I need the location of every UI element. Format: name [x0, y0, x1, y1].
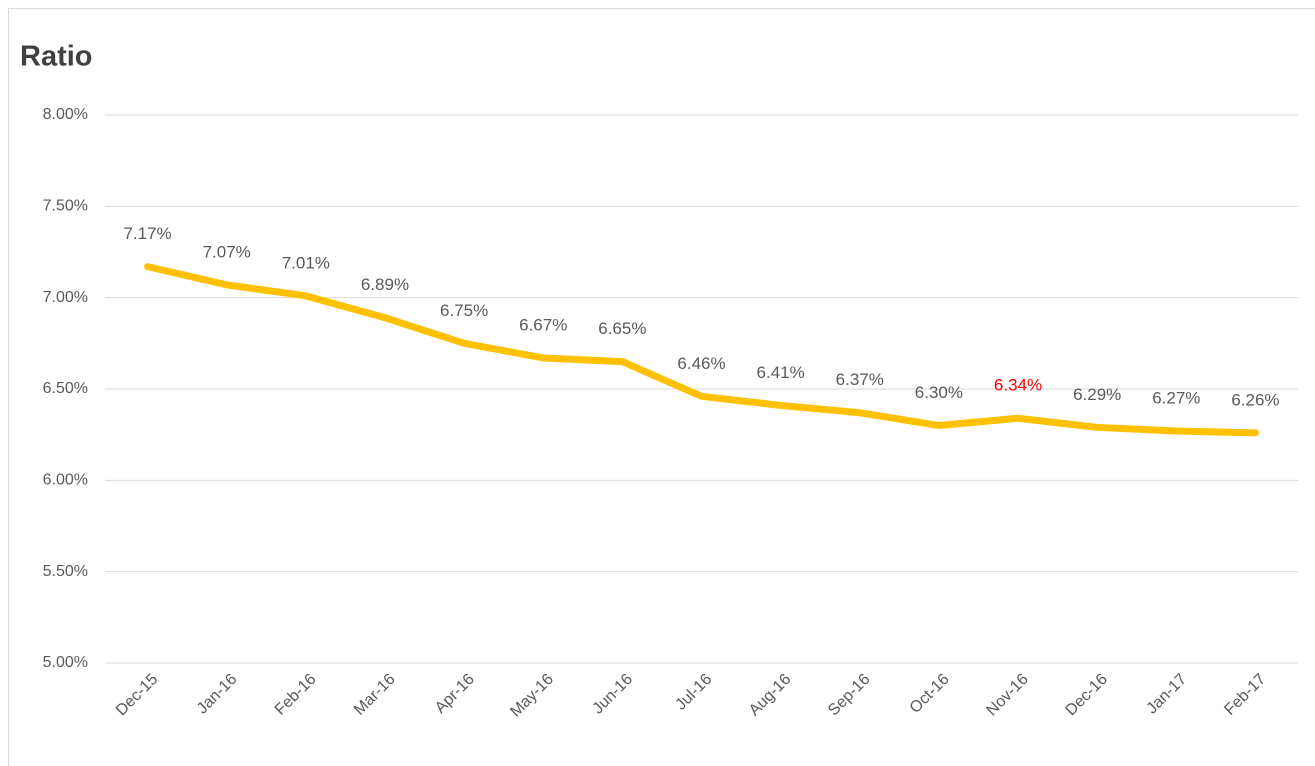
x-tick-label: Mar-16	[351, 671, 399, 719]
chart-title: Ratio	[20, 41, 93, 73]
data-label: 6.26%	[1231, 390, 1279, 409]
data-label: 6.37%	[836, 370, 884, 389]
x-tick-label: Dec-16	[1062, 671, 1111, 720]
y-tick-label: 6.50%	[43, 380, 88, 397]
y-tick-label: 7.00%	[43, 289, 88, 306]
line	[144, 263, 1259, 437]
x-tick-label: Dec-15	[113, 671, 162, 720]
x-tick-label: Aug-16	[746, 671, 795, 720]
x-tick-label: Sep-16	[825, 671, 874, 720]
data-label: 6.46%	[677, 354, 725, 373]
x-tick-label: Jan-17	[1143, 671, 1190, 718]
data-label: 6.41%	[757, 363, 805, 382]
data-label: 6.30%	[915, 383, 963, 402]
data-label: 7.17%	[123, 224, 171, 243]
x-tick-label: Jul-16	[672, 671, 715, 714]
data-label: 6.29%	[1073, 385, 1121, 404]
x-tick-label: Feb-16	[272, 671, 320, 719]
y-tick-label: 6.00%	[43, 472, 88, 489]
x-tick-label: May-16	[507, 671, 557, 721]
x-tick-label: Apr-16	[432, 671, 478, 717]
data-label: 6.67%	[519, 315, 567, 334]
x-tick-label: Feb-17	[1221, 671, 1269, 719]
x-tick-label: Nov-16	[983, 671, 1032, 720]
data-label: 6.27%	[1152, 388, 1200, 407]
x-tick-label: Jun-16	[590, 671, 637, 718]
y-tick-label: 5.00%	[43, 654, 88, 671]
data-label: 7.01%	[282, 253, 330, 272]
y-tick-label: 8.00%	[43, 106, 88, 123]
data-label: 6.75%	[440, 301, 488, 320]
x-tick-label: Jan-16	[194, 671, 241, 718]
y-tick-label: 7.50%	[43, 198, 88, 215]
data-label: 7.07%	[203, 242, 251, 261]
x-tick-label: Oct-16	[907, 671, 953, 717]
data-label: 6.89%	[361, 275, 409, 294]
data-label: 6.65%	[598, 319, 646, 338]
y-tick-label: 5.50%	[43, 563, 88, 580]
data-label: 6.34%	[994, 376, 1042, 395]
chart-border	[8, 8, 1315, 766]
